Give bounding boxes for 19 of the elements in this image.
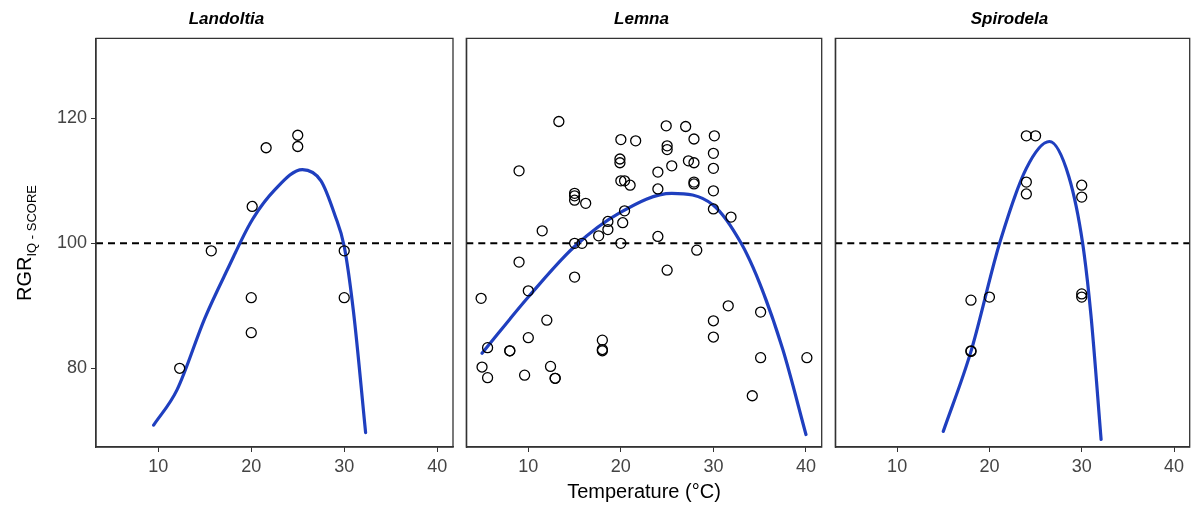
x-tick-label: 10 [148, 455, 169, 476]
x-tick-label: 30 [703, 455, 724, 476]
x-tick-label: 10 [518, 455, 539, 476]
chart-title: Lemna [614, 8, 669, 28]
x-tick-label: 40 [1163, 455, 1185, 476]
chart-title: Spirodela [970, 8, 1049, 28]
x-tick-label: 40 [427, 455, 448, 476]
x-tick-label: 40 [795, 455, 816, 476]
y-tick-label: 120 [56, 107, 87, 128]
x-tick-label: 30 [1071, 455, 1092, 476]
x-tick-label: 20 [241, 455, 262, 476]
x-tick-label: 10 [887, 455, 908, 476]
y-tick-label: 80 [66, 357, 87, 378]
x-tick-label: 30 [334, 455, 355, 476]
y-tick-label: 100 [56, 232, 87, 253]
x-axis-title: Temperature (°C) [567, 480, 721, 503]
x-tick-label: 20 [979, 455, 1000, 476]
x-tick-label: 20 [610, 455, 631, 476]
chart-title: Landoltia [188, 8, 265, 28]
